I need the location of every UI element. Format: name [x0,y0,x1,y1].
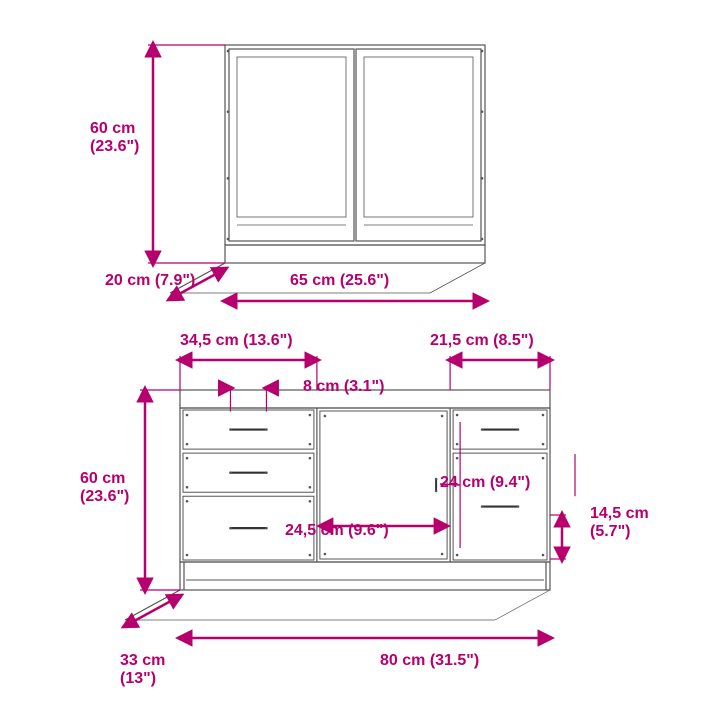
dim-lower-depth: 33 cm(13") [120,652,165,689]
line-drawing [0,0,720,720]
dim-door-w: 24,5 cm (9.6") [285,522,389,540]
dim-upper-depth: 20 cm (7.9") [105,272,195,290]
dim-lower-width: 80 cm (31.5") [380,652,479,670]
dim-handle-w: 8 cm (3.1") [303,378,384,396]
dim-left-col-w: 34,5 cm (13.6") [180,332,293,350]
dim-right-col-w: 21,5 cm (8.5") [430,332,534,350]
dim-big-drawer-h: 14,5 cm(5.7") [590,505,649,542]
diagram-canvas: 60 cm(23.6") 65 cm (25.6") 20 cm (7.9") … [0,0,720,720]
dim-door-h: 24 cm (9.4") [440,474,530,492]
dim-upper-width: 65 cm (25.6") [290,272,389,290]
dim-upper-height: 60 cm(23.6") [90,120,139,157]
dim-lower-height: 60 cm(23.6") [80,470,129,507]
